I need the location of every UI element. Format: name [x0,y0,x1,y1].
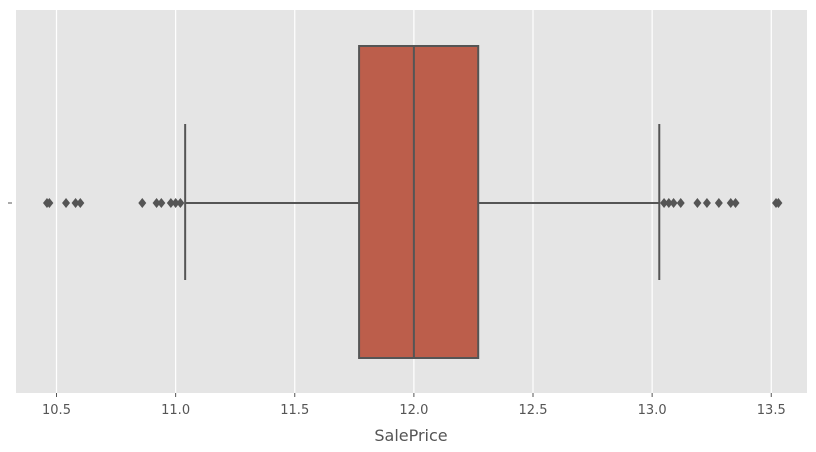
outlier-point [726,198,735,208]
outlier-point [731,198,740,208]
iqr-box [358,45,480,359]
x-axis-label: SalePrice [374,426,447,445]
x-tick-label: 11.0 [161,403,190,418]
x-axis-ticks: 10.5 11.0 11.5 12.0 12.5 13.0 13.5 [42,393,786,418]
outlier-point [676,198,685,208]
outlier-point [138,198,147,208]
outlier-point [171,198,180,208]
outlier-point [71,198,80,208]
outlier-point [669,198,678,208]
outlier-point [157,198,166,208]
outlier-point [660,198,669,208]
outlier-point [774,198,783,208]
outlier-point [714,198,723,208]
outlier-point [664,198,673,208]
x-tick-label: 13.0 [638,403,667,418]
outlier-layer [42,198,783,208]
outlier-point [76,198,85,208]
outlier-point [62,198,71,208]
x-tick-label: 11.5 [280,403,309,418]
outlier-point [45,198,54,208]
outlier-point [166,198,175,208]
box-layer [184,45,661,359]
outlier-point [152,198,161,208]
outlier-point [176,198,185,208]
outlier-point [702,198,711,208]
x-tick-label: 10.5 [42,403,71,418]
x-tick-label: 12.5 [519,403,548,418]
outlier-point [693,198,702,208]
x-tick-label: 13.5 [757,403,786,418]
x-tick-label: 12.0 [399,403,428,418]
